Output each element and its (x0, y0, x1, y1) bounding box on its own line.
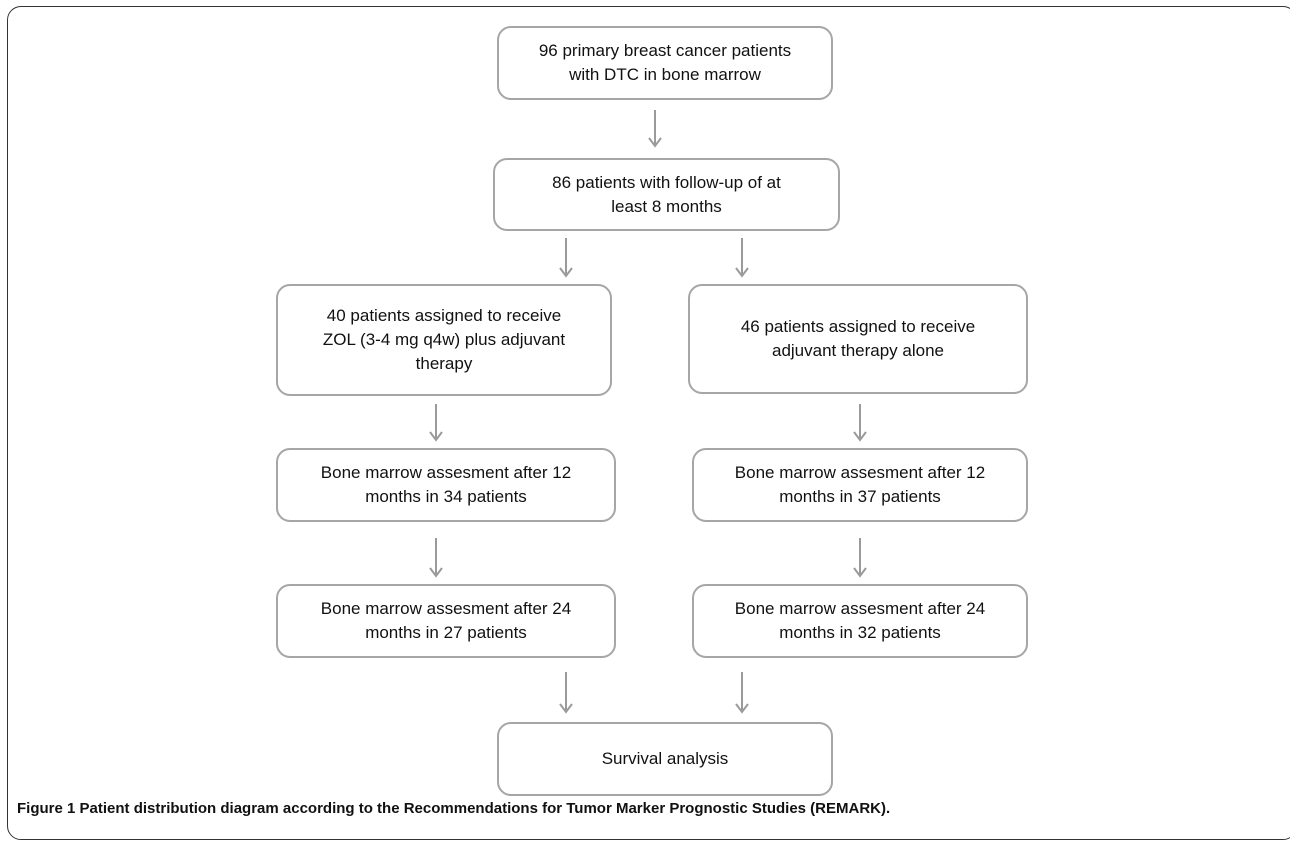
figure-caption: Figure 1 Patient distribution diagram ac… (17, 800, 890, 817)
box-left-24-months: Bone marrow assesment after 24 months in… (276, 584, 616, 658)
box-followup-patients: 86 patients with follow-up of at least 8… (493, 158, 840, 231)
arrow-top-to-followup-head (648, 137, 662, 148)
figure-caption-text: Patient distribution diagram according t… (79, 800, 891, 817)
box-survival-analysis: Survival analysis (497, 722, 833, 796)
box-right-24-months: Bone marrow assesment after 24 months in… (692, 584, 1028, 658)
box-adjuvant-group: 46 patients assigned to receive adjuvant… (688, 284, 1028, 394)
figure-frame (7, 6, 1290, 840)
arrow-zol-to-left12-head (429, 431, 443, 442)
box-initial-patients: 96 primary breast cancer patients with D… (497, 26, 833, 100)
arrow-adjuvant-to-right12-head (853, 431, 867, 442)
box-left-12-months: Bone marrow assesment after 12 months in… (276, 448, 616, 522)
figure-label: Figure 1 (17, 800, 76, 817)
arrow-left12-to-left24-head (429, 567, 443, 578)
arrow-followup-to-zol-head (559, 267, 573, 278)
arrow-right24-to-survival-head (735, 703, 749, 714)
arrow-left24-to-survival-head (559, 703, 573, 714)
box-right-12-months: Bone marrow assesment after 12 months in… (692, 448, 1028, 522)
box-zol-group: 40 patients assigned to receive ZOL (3-4… (276, 284, 612, 396)
arrow-right12-to-right24-head (853, 567, 867, 578)
arrow-followup-to-adjuvant-head (735, 267, 749, 278)
